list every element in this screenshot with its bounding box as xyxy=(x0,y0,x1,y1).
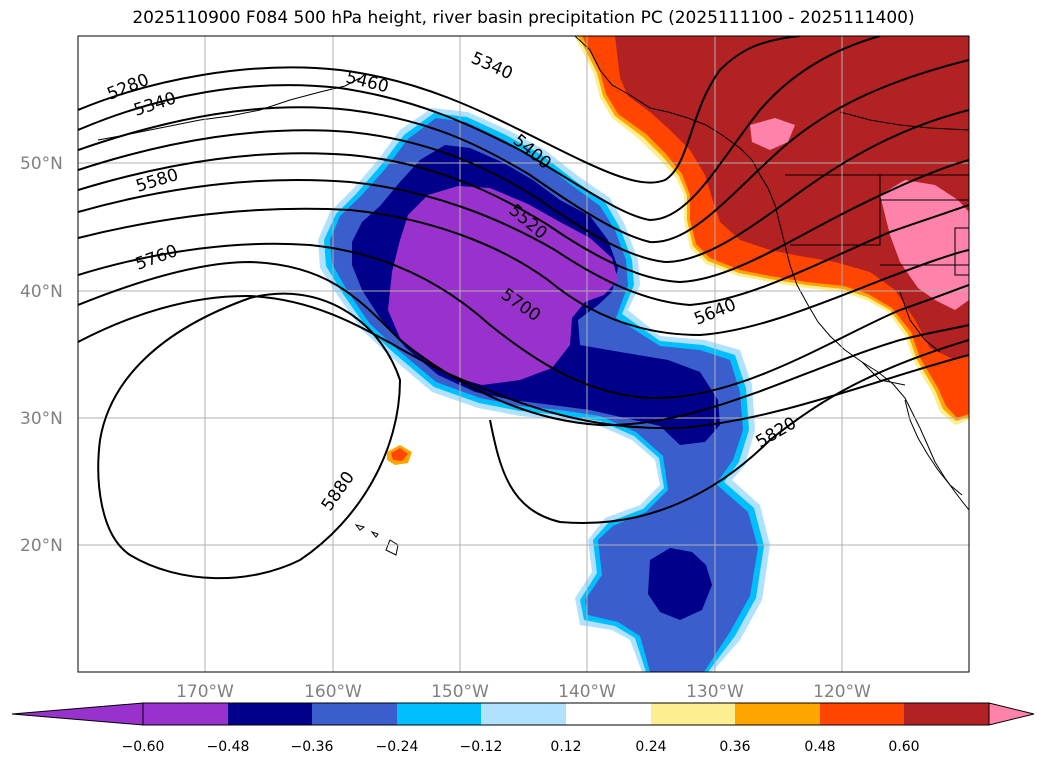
colorbar-bin xyxy=(143,703,228,725)
longitude-labels: 170°W 160°W 150°W 140°W 130°W 120°W xyxy=(176,682,871,702)
colorbar-low-extend xyxy=(11,702,144,726)
graticule xyxy=(78,36,969,672)
colorbar-bin xyxy=(820,703,904,725)
colorbar-tick-label: 0.60 xyxy=(888,739,919,755)
colorbar-bin xyxy=(228,703,312,725)
colorbar-tick-label: 0.24 xyxy=(635,739,666,755)
lon-label: 140°W xyxy=(558,682,616,702)
lon-label: 160°W xyxy=(304,682,362,702)
colorbar-bin xyxy=(735,703,820,725)
lon-label: 130°W xyxy=(686,682,744,702)
latitude-labels: 50°N 40°N 30°N 20°N xyxy=(20,154,63,556)
colorbar: −0.60 −0.48 −0.36 −0.24 −0.12 0.12 0.24 … xyxy=(11,702,1035,755)
colorbar-tick-label: −0.12 xyxy=(460,739,503,755)
colorbar-bin xyxy=(312,703,397,725)
lon-label: 150°W xyxy=(431,682,489,702)
colorbar-tick-label: −0.24 xyxy=(376,739,419,755)
colorbar-bin xyxy=(651,703,735,725)
colorbar-tick-label: −0.36 xyxy=(291,739,334,755)
lat-label: 50°N xyxy=(20,154,63,174)
lon-label: 170°W xyxy=(176,682,234,702)
colorbar-high-extend xyxy=(988,702,1035,726)
colorbar-tick-label: 0.48 xyxy=(804,739,835,755)
colorbar-tick-label: −0.48 xyxy=(207,739,250,755)
colorbar-tick-label: 0.12 xyxy=(550,739,581,755)
colorbar-bin xyxy=(904,703,989,725)
lon-label: 120°W xyxy=(813,682,871,702)
colorbar-tick-label: 0.36 xyxy=(719,739,750,755)
lat-label: 40°N xyxy=(20,282,63,302)
negative-anomaly-fill xyxy=(318,108,770,672)
colorbar-bin xyxy=(566,703,651,725)
map-panel: 5280 5340 5340 5460 5400 5520 5580 5700 … xyxy=(78,36,969,672)
colorbar-bin xyxy=(397,703,481,725)
coastlines xyxy=(97,36,969,556)
lat-label: 20°N xyxy=(20,536,63,556)
colorbar-tick-label: −0.60 xyxy=(122,739,165,755)
map-frame xyxy=(77,35,970,673)
colorbar-bin xyxy=(481,703,566,725)
height-contours xyxy=(78,36,969,580)
map-title: 2025110900 F084 500 hPa height, river ba… xyxy=(132,8,915,28)
lat-label: 30°N xyxy=(20,409,63,429)
